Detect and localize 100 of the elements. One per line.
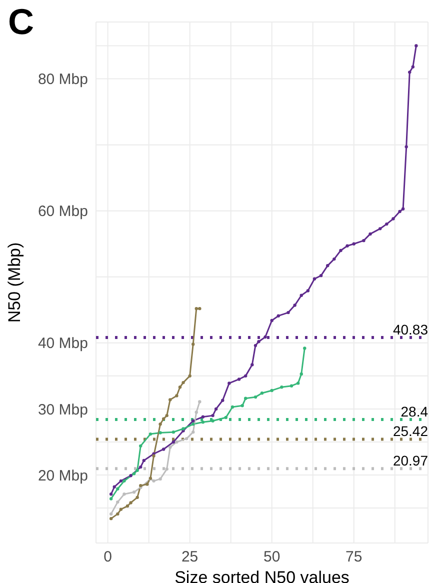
- y-axis-title: N50 (Mbp): [5, 242, 24, 323]
- point: [178, 386, 182, 389]
- point: [132, 490, 136, 494]
- point: [139, 444, 142, 448]
- y-tick-label: 60 Mbp: [38, 203, 88, 220]
- point: [129, 474, 132, 478]
- point: [139, 465, 142, 469]
- point: [146, 482, 149, 486]
- point: [352, 242, 356, 246]
- point: [254, 395, 258, 399]
- point: [158, 431, 162, 434]
- point: [270, 318, 274, 322]
- point: [158, 477, 162, 481]
- point: [136, 496, 139, 500]
- point: [126, 504, 130, 508]
- point: [172, 440, 176, 444]
- point: [264, 335, 267, 339]
- text: C: [8, 1, 34, 42]
- point: [158, 422, 162, 426]
- y-tick-label: 30 Mbp: [38, 401, 88, 418]
- ref-line-label: 28.4: [400, 404, 428, 420]
- point: [112, 485, 116, 488]
- point: [122, 492, 126, 496]
- ref-line-label: 20.97: [392, 452, 428, 469]
- point: [182, 380, 185, 384]
- point: [165, 414, 168, 418]
- point: [414, 44, 418, 48]
- point: [306, 289, 310, 292]
- point: [362, 238, 366, 242]
- point: [132, 472, 136, 476]
- point: [257, 340, 260, 344]
- point: [162, 417, 166, 420]
- point: [109, 512, 113, 516]
- point: [119, 508, 123, 511]
- point: [122, 479, 126, 483]
- point: [312, 277, 316, 280]
- point: [401, 207, 405, 210]
- point: [168, 446, 172, 449]
- point: [194, 410, 198, 414]
- point: [148, 432, 152, 436]
- point: [339, 248, 342, 252]
- y-tick-label: 20 Mbp: [38, 467, 88, 484]
- point: [184, 437, 188, 440]
- point: [398, 210, 402, 214]
- point: [198, 400, 202, 404]
- point: [276, 314, 280, 318]
- point: [392, 217, 395, 220]
- point: [172, 430, 176, 434]
- point: [332, 257, 336, 261]
- point: [175, 440, 178, 444]
- point: [109, 497, 113, 500]
- point: [230, 405, 234, 409]
- point: [224, 416, 228, 420]
- point: [214, 407, 218, 411]
- point: [346, 244, 349, 248]
- point: [368, 232, 372, 236]
- ref-line-label: 40.83: [392, 321, 428, 338]
- point: [237, 378, 241, 381]
- point: [192, 430, 195, 434]
- point: [188, 374, 192, 378]
- y-tick-label: 40 Mbp: [38, 335, 88, 352]
- point: [303, 346, 306, 350]
- point: [129, 501, 132, 504]
- point: [411, 65, 415, 68]
- point: [201, 415, 205, 418]
- point: [280, 386, 284, 389]
- point: [300, 372, 303, 376]
- point: [192, 342, 195, 346]
- point: [109, 516, 113, 520]
- point: [300, 294, 303, 297]
- point: [192, 419, 195, 422]
- point: [119, 479, 123, 483]
- ref-line-label: 25.42: [392, 423, 428, 440]
- point: [240, 404, 244, 408]
- point: [152, 479, 156, 483]
- point: [136, 468, 139, 472]
- point: [168, 398, 172, 402]
- x-tick-label: 25: [181, 548, 198, 566]
- point: [260, 392, 264, 395]
- point: [408, 70, 412, 74]
- point: [201, 420, 205, 424]
- y-tick-label: 80 Mbp: [38, 71, 88, 88]
- point: [244, 374, 248, 378]
- point: [175, 394, 178, 398]
- x-tick-label: 0: [104, 548, 112, 566]
- point: [221, 398, 224, 402]
- point: [296, 382, 300, 385]
- point: [293, 304, 296, 307]
- x-tick-label: 50: [264, 548, 280, 566]
- point: [109, 492, 113, 496]
- point: [385, 222, 388, 226]
- point: [250, 363, 254, 366]
- point: [211, 414, 214, 418]
- point: [270, 388, 274, 392]
- point: [142, 458, 146, 462]
- point: [244, 396, 248, 400]
- x-axis-title: Size sorted N50 values: [174, 568, 350, 583]
- point: [192, 422, 195, 426]
- point: [286, 310, 290, 314]
- point: [254, 344, 258, 348]
